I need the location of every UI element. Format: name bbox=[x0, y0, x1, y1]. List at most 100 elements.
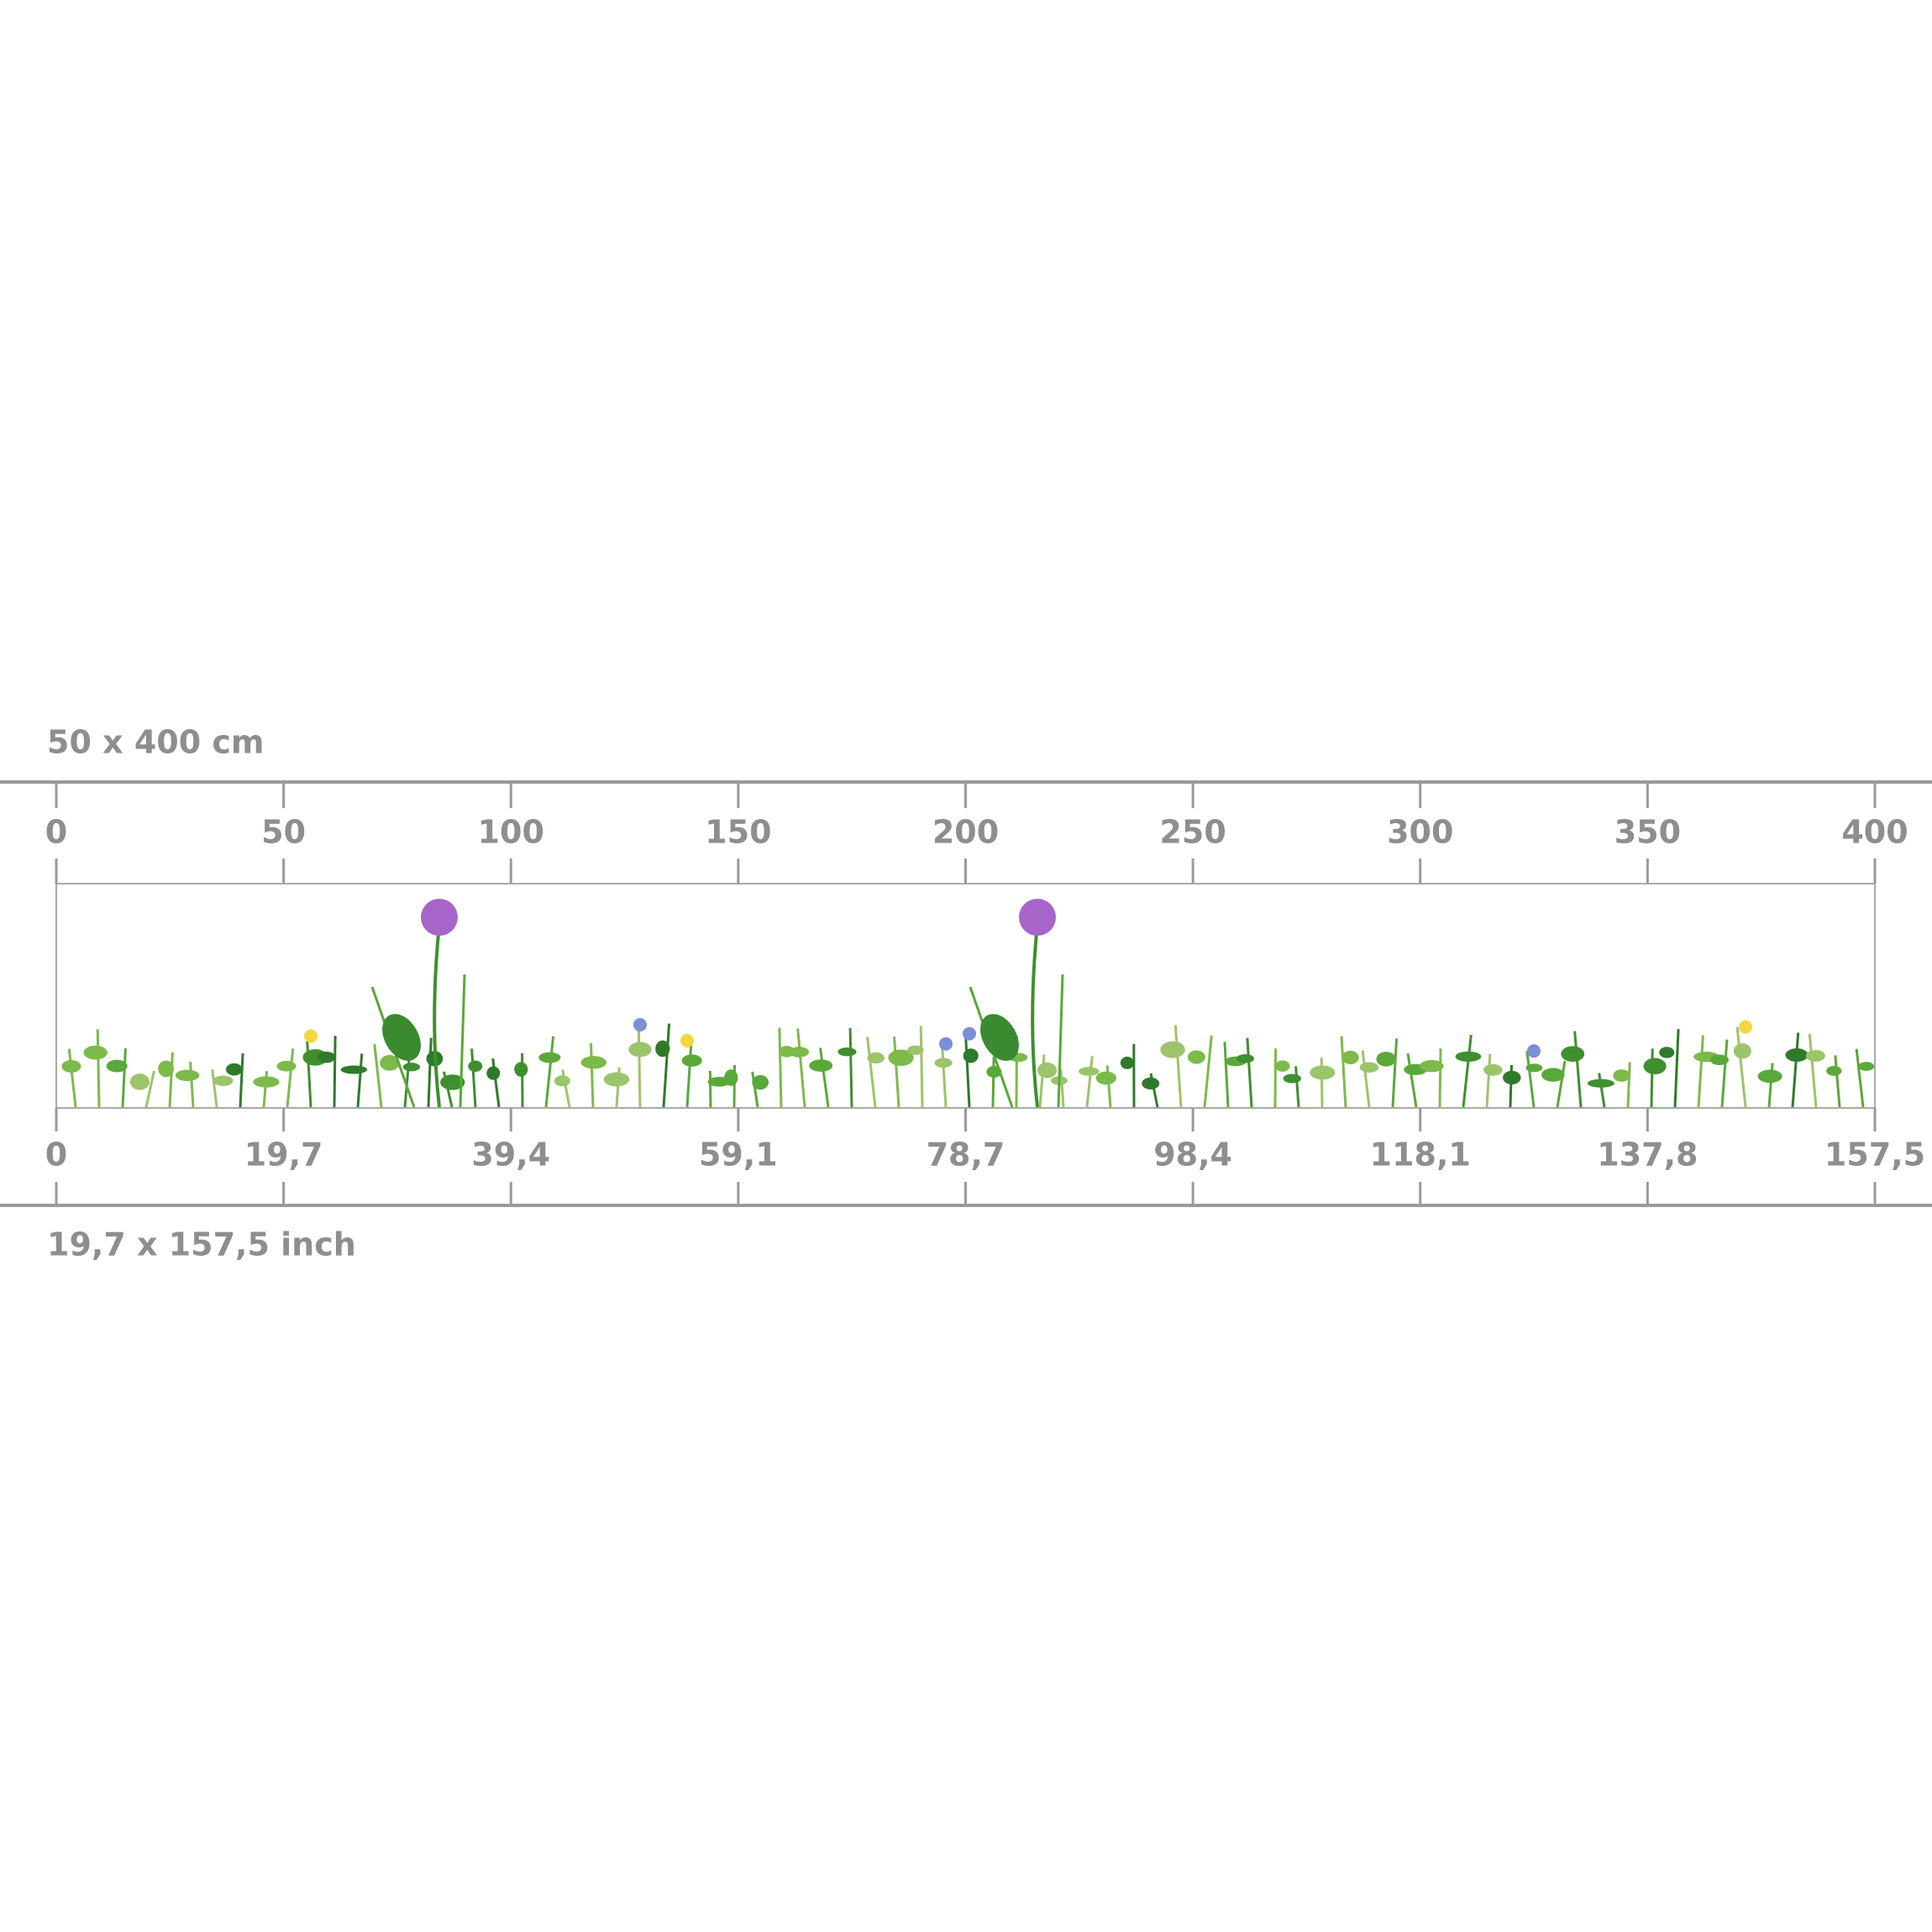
stem bbox=[470, 1048, 477, 1108]
leaf bbox=[1733, 1043, 1751, 1059]
stem bbox=[1085, 1056, 1094, 1108]
leaf bbox=[158, 1060, 174, 1078]
leaf bbox=[1142, 1077, 1160, 1090]
leaf bbox=[106, 1059, 128, 1073]
stem bbox=[1340, 1036, 1347, 1108]
stem bbox=[1650, 1048, 1654, 1108]
leaf bbox=[340, 1065, 367, 1074]
blossom bbox=[680, 1033, 694, 1047]
blossom bbox=[1527, 1044, 1541, 1058]
leaf bbox=[1037, 1062, 1058, 1079]
leaf bbox=[1310, 1065, 1336, 1080]
stem bbox=[96, 1029, 101, 1108]
stem bbox=[1246, 1037, 1253, 1108]
stem bbox=[1485, 1053, 1492, 1108]
cm-tick-label: 400 bbox=[1841, 814, 1908, 851]
leaf bbox=[1120, 1056, 1134, 1069]
leaf bbox=[888, 1049, 914, 1066]
leaf bbox=[1078, 1067, 1100, 1076]
cm-tick-label: 150 bbox=[705, 814, 771, 851]
leaf bbox=[538, 1052, 561, 1063]
leaf bbox=[934, 1058, 953, 1068]
leaf bbox=[1160, 1041, 1185, 1058]
stem bbox=[1203, 1035, 1213, 1108]
chive-stem bbox=[1031, 923, 1039, 1108]
leaf bbox=[1483, 1063, 1503, 1076]
blossom bbox=[1739, 1020, 1752, 1034]
stem bbox=[1855, 1048, 1865, 1108]
blossom bbox=[304, 1029, 318, 1043]
cm-tick-label: 200 bbox=[932, 814, 999, 851]
leaf bbox=[1757, 1069, 1782, 1084]
blossom bbox=[963, 1026, 976, 1041]
leaf bbox=[440, 1074, 465, 1090]
stem bbox=[189, 1061, 195, 1108]
blossom bbox=[633, 1017, 647, 1032]
grass bbox=[459, 974, 466, 1108]
stem bbox=[662, 1023, 671, 1108]
stem bbox=[544, 1036, 555, 1108]
leaf bbox=[1455, 1051, 1482, 1062]
stem bbox=[168, 1052, 174, 1108]
leaf bbox=[83, 1045, 108, 1060]
size-label-inch: 19,7 x 157,5 inch bbox=[47, 1226, 356, 1263]
stem bbox=[1320, 1058, 1324, 1108]
stem bbox=[1406, 1053, 1418, 1108]
blossom bbox=[939, 1037, 953, 1051]
cm-tick-label: 350 bbox=[1614, 814, 1681, 851]
stem bbox=[356, 1053, 364, 1108]
stem bbox=[1273, 1048, 1278, 1108]
product-image bbox=[55, 883, 1876, 1109]
leaf bbox=[402, 1063, 421, 1072]
stem bbox=[1059, 1068, 1065, 1108]
stem bbox=[1556, 1060, 1567, 1108]
leaf bbox=[1805, 1050, 1825, 1062]
herb-illustration bbox=[61, 899, 1875, 1108]
leaf bbox=[1359, 1062, 1379, 1073]
leaf bbox=[1858, 1062, 1875, 1071]
leaf bbox=[1785, 1048, 1809, 1062]
inch-tick-label: 98,4 bbox=[1153, 1137, 1232, 1173]
stem bbox=[1673, 1028, 1680, 1108]
leaf bbox=[486, 1066, 501, 1080]
leaf bbox=[175, 1069, 200, 1081]
leaf bbox=[253, 1076, 280, 1088]
leaf bbox=[1587, 1079, 1614, 1088]
stem bbox=[211, 1069, 218, 1108]
inch-tick-label: 157,5 bbox=[1824, 1137, 1925, 1173]
stem bbox=[819, 1047, 830, 1108]
stem bbox=[1223, 1042, 1230, 1108]
leaf bbox=[1561, 1046, 1585, 1063]
leaf bbox=[129, 1074, 150, 1090]
basil-leaf bbox=[382, 1014, 421, 1061]
cm-tick-label: 300 bbox=[1387, 814, 1453, 851]
leaf bbox=[1341, 1050, 1359, 1064]
leaf bbox=[628, 1042, 652, 1058]
leaf bbox=[61, 1059, 81, 1073]
cm-tick-label: 50 bbox=[261, 814, 306, 851]
leaf bbox=[1283, 1074, 1301, 1084]
leaf bbox=[276, 1060, 297, 1072]
stem bbox=[685, 1040, 693, 1108]
stem bbox=[286, 1048, 295, 1108]
leaf bbox=[1236, 1054, 1255, 1063]
size-label-cm: 50 x 400 cm bbox=[47, 724, 265, 761]
stem bbox=[1525, 1050, 1536, 1108]
stem bbox=[67, 1048, 77, 1108]
inch-tick-label: 59,1 bbox=[699, 1137, 778, 1173]
inch-tick-label: 118,1 bbox=[1370, 1137, 1471, 1173]
leaf bbox=[1613, 1069, 1630, 1082]
stem bbox=[1808, 1033, 1818, 1108]
stem bbox=[239, 1053, 244, 1108]
stem bbox=[1720, 1039, 1729, 1108]
cm-tick-label: 100 bbox=[478, 814, 544, 851]
stem bbox=[427, 1037, 433, 1108]
stem bbox=[1735, 1026, 1747, 1108]
stem bbox=[919, 1026, 924, 1108]
stem bbox=[1834, 1055, 1841, 1108]
stem bbox=[1173, 1025, 1183, 1108]
leaf bbox=[963, 1048, 979, 1063]
inch-tick-label: 0 bbox=[45, 1137, 67, 1173]
